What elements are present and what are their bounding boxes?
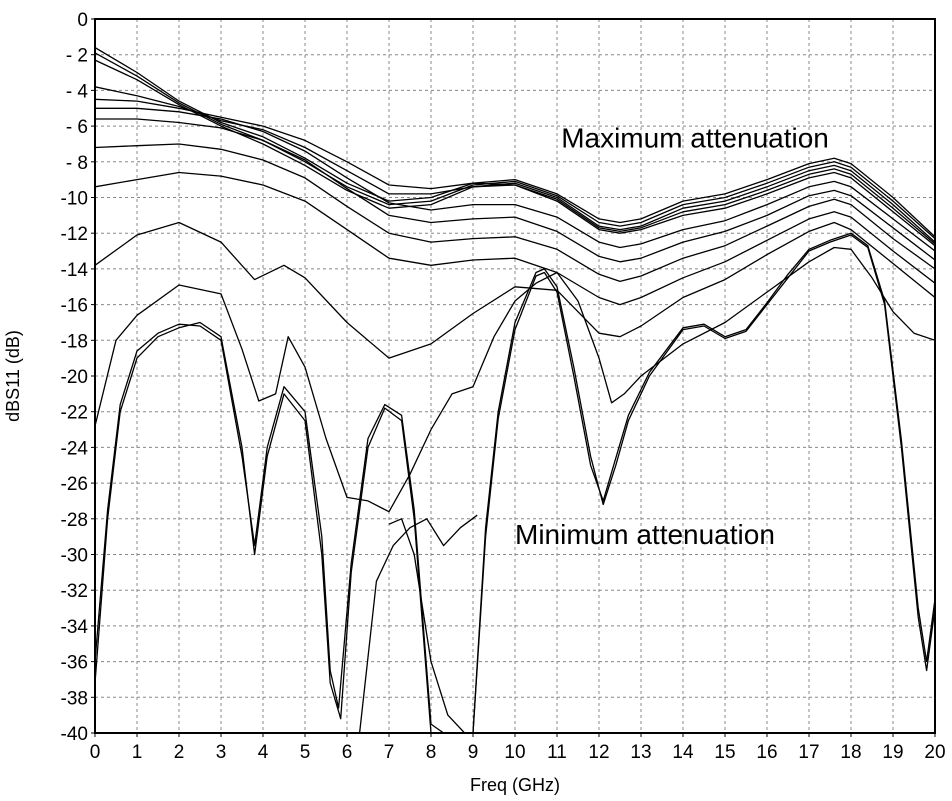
x-tick-label: 1 xyxy=(132,742,143,763)
x-tick-label: 4 xyxy=(258,742,269,763)
annotation-maximum-attenuation: Maximum attenuation xyxy=(561,123,829,154)
x-axis-label: Freq (GHz) xyxy=(470,775,560,795)
y-tick-label: 0 xyxy=(77,10,88,31)
y-tick-label: -32 xyxy=(61,581,88,602)
x-tick-label: 19 xyxy=(882,742,903,763)
x-tick-label: 3 xyxy=(216,742,227,763)
y-tick-label: - 6 xyxy=(66,117,88,138)
y-axis-label: dBS11 (dB) xyxy=(3,330,23,422)
y-tick-label: -10 xyxy=(61,189,88,210)
y-tick-label: -12 xyxy=(61,224,88,245)
x-tick-label: 15 xyxy=(714,742,735,763)
series-line-15 xyxy=(358,514,478,733)
y-tick-labels: 0 - 2 - 4 - 6 - 8 -10 -12 -14 -16 -18 -20 -22 -24 -26… xyxy=(61,10,95,745)
x-tick-label: 20 xyxy=(924,742,945,763)
series-line-11 xyxy=(95,246,935,513)
y-tick-label: -34 xyxy=(61,617,89,638)
x-tick-label: 2 xyxy=(174,742,185,763)
x-tick-label: 5 xyxy=(300,742,311,763)
y-tick-label: -40 xyxy=(61,724,88,745)
y-tick-label: - 2 xyxy=(66,46,88,67)
x-tick-label: 10 xyxy=(504,742,525,763)
x-tick-label: 17 xyxy=(798,742,819,763)
series-line-3 xyxy=(95,59,935,243)
x-tick-label: 16 xyxy=(756,742,777,763)
series-line-1 xyxy=(95,47,935,238)
x-tick-label: 0 xyxy=(90,742,101,763)
grid xyxy=(95,19,935,733)
y-tick-label: -16 xyxy=(61,296,88,317)
y-tick-label: -20 xyxy=(61,367,88,388)
y-tick-label: -18 xyxy=(61,331,88,352)
series-layer xyxy=(95,47,935,733)
x-tick-label: 13 xyxy=(630,742,651,763)
y-tick-label: -22 xyxy=(61,403,88,424)
y-tick-label: - 8 xyxy=(66,153,88,174)
y-tick-label: -38 xyxy=(61,688,88,709)
x-tick-label: 14 xyxy=(672,742,694,763)
x-tick-label: 12 xyxy=(588,742,609,763)
series-line-8 xyxy=(95,143,935,283)
x-tick-label: 11 xyxy=(547,742,567,763)
x-tick-label: 7 xyxy=(384,742,395,763)
y-tick-label: -30 xyxy=(61,546,88,567)
annotation-minimum-attenuation: Minimum attenuation xyxy=(515,519,775,550)
y-tick-label: -14 xyxy=(61,260,89,281)
series-line-7 xyxy=(95,118,935,263)
series-line-10 xyxy=(95,221,935,359)
x-tick-label: 18 xyxy=(840,742,861,763)
y-tick-label: - 4 xyxy=(66,81,89,102)
y-tick-label: -36 xyxy=(61,653,88,674)
y-tick-label: -24 xyxy=(61,438,89,459)
series-line-13 xyxy=(95,232,935,733)
x-tick-labels: 0 1 2 3 4 5 6 7 8 9 10 11 12 13 14 15 16 17 18 19 20 xyxy=(90,733,946,763)
x-tick-label: 6 xyxy=(342,742,353,763)
series-line-6 xyxy=(95,107,935,252)
x-tick-label: 8 xyxy=(426,742,437,763)
y-tick-label: -28 xyxy=(61,510,88,531)
series-line-2 xyxy=(95,52,935,240)
series-line-5 xyxy=(95,98,935,247)
series-line-14 xyxy=(388,518,494,733)
x-tick-label: 9 xyxy=(468,742,479,763)
y-tick-label: -26 xyxy=(61,474,88,495)
